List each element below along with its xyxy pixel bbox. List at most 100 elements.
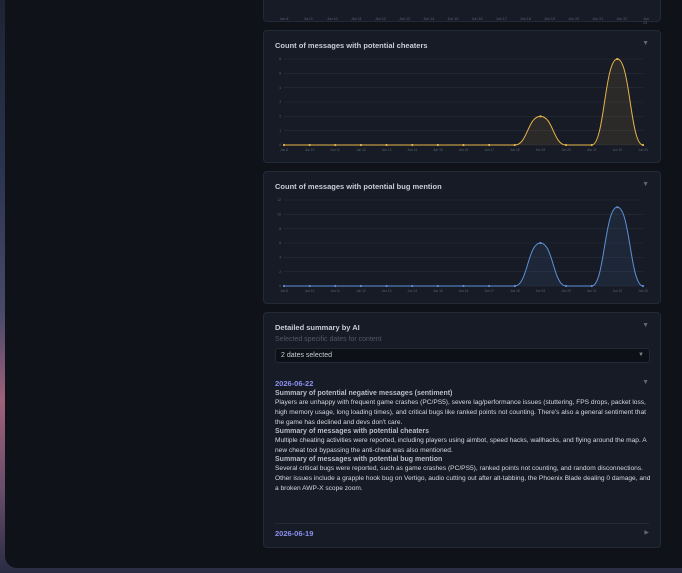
- x-tick-label: Jun 11: [331, 148, 341, 152]
- ai-summary-title: Detailed summary by AI: [275, 323, 360, 332]
- y-tick-label: 5: [279, 72, 281, 76]
- top-x-tick: Jun 19: [544, 17, 555, 21]
- y-tick-label: 0: [279, 284, 281, 288]
- date-section-2026-06-22[interactable]: 2026-06-22: [275, 379, 314, 388]
- data-point: [616, 57, 619, 61]
- x-tick-label: Jun 14: [407, 148, 417, 152]
- x-tick-label: Jun 13: [382, 289, 392, 293]
- summary-bugs: Summary of messages with potential bug m…: [275, 456, 651, 494]
- x-tick-label: Jun 17: [484, 289, 494, 293]
- ai-summary-panel: Detailed summary by AI ▼ Selected specif…: [263, 312, 661, 548]
- data-point: [590, 284, 593, 288]
- top-x-tick: Jun 23: [643, 17, 649, 25]
- date-expand-icon[interactable]: ▶: [644, 530, 649, 536]
- sentiment-heading: Summary of potential negative messages (…: [275, 390, 453, 397]
- x-tick-label: Jun 21: [587, 289, 597, 293]
- x-tick-label: Jun 10: [305, 289, 315, 293]
- bugs-body: Several critical bugs were reported, suc…: [275, 465, 651, 492]
- data-point: [308, 143, 311, 147]
- data-point: [462, 143, 465, 147]
- data-point: [282, 284, 286, 288]
- data-point: [564, 143, 568, 147]
- top-x-tick: Jun 8: [279, 17, 289, 21]
- y-tick-label: 4: [279, 256, 281, 260]
- x-tick-label: Jun 8: [280, 289, 288, 293]
- top-x-tick: Jun 10: [326, 17, 338, 21]
- cheaters-chart-panel: Count of messages with potential cheater…: [263, 30, 661, 163]
- x-tick-label: Jun 12: [356, 148, 366, 152]
- collapse-cheaters-icon[interactable]: ▼: [642, 40, 649, 47]
- x-tick-label: Jun 10: [305, 148, 315, 152]
- y-tick-label: 10: [277, 213, 281, 217]
- x-tick-label: Jun 11: [331, 289, 341, 293]
- data-point: [385, 143, 388, 147]
- data-point: [616, 206, 619, 209]
- data-point: [641, 143, 645, 147]
- x-tick-label: Jun 15: [433, 289, 443, 293]
- y-tick-label: 2: [279, 115, 281, 119]
- bugs-chart: 0 2 4 6 8 10 12 Jun 8 Jun 10 Jun 11 Jun 12 Jun 13 Ju…: [277, 198, 648, 293]
- x-tick-label: Jun 23: [638, 148, 648, 152]
- y-tick-label: 0: [279, 143, 281, 147]
- dates-select[interactable]: 2 dates selected ▼: [275, 348, 650, 363]
- data-point: [436, 284, 439, 288]
- y-tick-label: 1: [279, 129, 281, 133]
- top-chart-x-axis: Jun 8 Jun 9 Jun 10 Jun 11 Jun 12 Jun 13 Jun 14…: [280, 17, 649, 25]
- x-tick-label: Jun 19: [536, 148, 546, 152]
- y-tick-label: 3: [279, 100, 281, 104]
- x-tick-label: Jun 22: [613, 148, 623, 152]
- x-tick-label: Jun 13: [382, 148, 392, 152]
- sentiment-body: Players are unhappy with frequent game c…: [275, 399, 646, 426]
- x-tick-label: Jun 18: [510, 289, 520, 293]
- cheaters-chart-title: Count of messages with potential cheater…: [275, 41, 428, 50]
- top-x-tick: Jun 12: [375, 17, 386, 21]
- top-x-tick: Jun 11: [351, 17, 362, 21]
- x-tick-label: Jun 17: [484, 148, 494, 152]
- top-x-tick: Jun 13: [399, 17, 411, 21]
- x-tick-label: Jun 15: [433, 148, 443, 152]
- data-point: [488, 143, 491, 147]
- data-point: [385, 284, 388, 288]
- x-tick-label: Jun 8: [280, 148, 288, 152]
- summary-sentiment: Summary of potential negative messages (…: [275, 390, 651, 428]
- series-area: [284, 207, 643, 286]
- sentiment-chart-panel: Jun 8 Jun 9 Jun 10 Jun 11 Jun 12 Jun 13 Jun 14…: [263, 0, 661, 25]
- x-tick-label: Jun 20: [561, 289, 571, 293]
- top-x-tick: Jun 14: [423, 17, 435, 21]
- x-tick-label: Jun 21: [587, 148, 597, 152]
- data-point: [334, 284, 337, 288]
- x-tick-label: Jun 19: [536, 289, 546, 293]
- data-point: [513, 143, 516, 147]
- dropdown-chevron-icon: ▼: [638, 352, 644, 358]
- data-point: [488, 284, 491, 288]
- data-point: [564, 284, 568, 288]
- x-tick-label: Jun 16: [459, 289, 469, 293]
- data-point: [513, 284, 516, 288]
- y-tick-label: 6: [279, 241, 281, 245]
- date-section-content: Summary of potential negative messages (…: [275, 390, 651, 494]
- data-point: [359, 143, 363, 147]
- x-tick-label: Jun 14: [407, 289, 417, 293]
- cheaters-body: Multiple cheating activities were report…: [275, 437, 647, 454]
- data-point: [539, 115, 542, 118]
- x-tick-label: Jun 23: [638, 289, 648, 293]
- data-point: [462, 284, 465, 288]
- top-x-tick: Jun 17: [495, 17, 507, 21]
- data-point: [282, 143, 286, 147]
- top-x-tick: Jun 20: [568, 17, 579, 21]
- bugs-chart-panel: Count of messages with potential bug men…: [263, 171, 661, 304]
- collapse-bugs-icon[interactable]: ▼: [642, 181, 649, 188]
- top-x-tick: Jun 9: [303, 17, 313, 21]
- data-point: [590, 143, 593, 147]
- y-tick-label: 6: [279, 57, 281, 61]
- x-tick-label: Jun 20: [561, 148, 571, 152]
- series-line: [284, 58, 644, 146]
- x-tick-label: Jun 12: [356, 289, 366, 293]
- data-point: [539, 241, 542, 245]
- date-collapse-icon[interactable]: ▼: [642, 379, 649, 386]
- date-section-2026-06-19[interactable]: 2026-06-19: [275, 529, 314, 538]
- section-divider: [275, 523, 649, 524]
- data-point: [334, 143, 337, 147]
- dates-label: Selected specific dates for content: [275, 336, 382, 343]
- collapse-summary-icon[interactable]: ▼: [642, 322, 649, 329]
